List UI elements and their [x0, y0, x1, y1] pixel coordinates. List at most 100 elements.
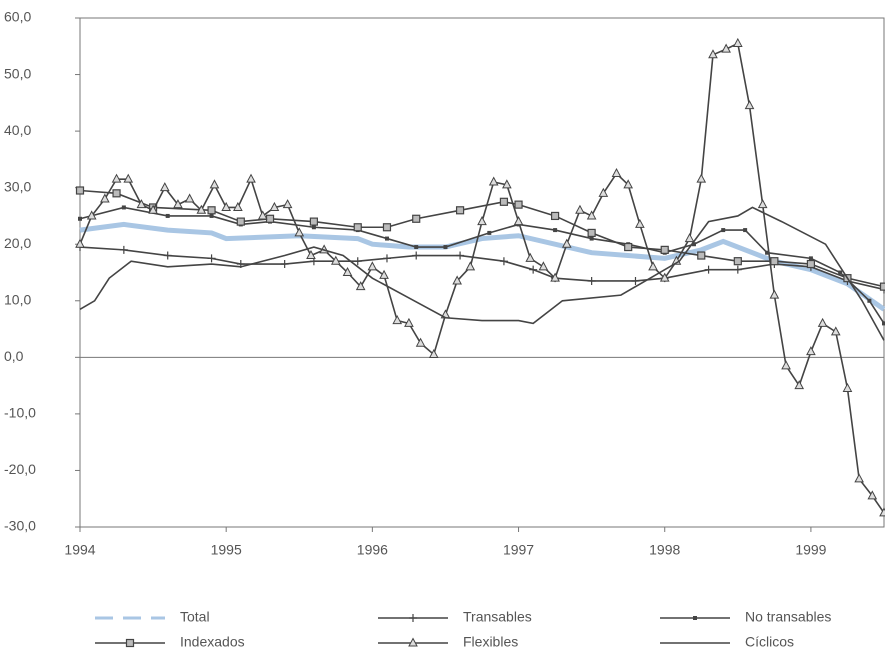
marker [342, 266, 353, 276]
marker [123, 173, 134, 183]
marker [294, 227, 305, 237]
marker [770, 257, 779, 266]
marker [367, 261, 378, 271]
marker [529, 265, 538, 274]
marker [121, 205, 126, 210]
marker [443, 245, 448, 250]
marker [477, 216, 487, 226]
marker [415, 337, 426, 347]
y-tick-label: 10,0 [4, 291, 31, 307]
marker [184, 193, 195, 203]
x-tick-label: 1995 [211, 542, 242, 558]
marker [209, 213, 214, 218]
marker [404, 317, 414, 327]
marker [111, 173, 122, 183]
marker [265, 214, 275, 223]
marker [207, 206, 216, 215]
marker [659, 272, 670, 282]
y-tick-label: 60,0 [4, 9, 31, 25]
marker [743, 228, 748, 233]
marker [842, 382, 853, 392]
marker [353, 257, 362, 266]
marker [455, 206, 465, 215]
y-tick-label: 30,0 [4, 178, 31, 194]
marker [624, 242, 633, 252]
marker [757, 199, 768, 209]
marker [691, 242, 696, 247]
marker [867, 298, 872, 303]
y-tick-label: -20,0 [4, 461, 36, 477]
series-line [79, 42, 885, 514]
marker [879, 282, 885, 291]
marker [86, 210, 97, 220]
marker [854, 473, 864, 483]
marker [684, 233, 695, 243]
marker [269, 201, 280, 211]
marker [412, 251, 421, 260]
marker [173, 199, 183, 209]
marker [165, 213, 170, 218]
legend-label: Total [180, 609, 210, 625]
marker [708, 49, 718, 59]
marker [623, 179, 634, 189]
marker [704, 265, 713, 274]
marker [196, 204, 207, 214]
marker [806, 346, 816, 356]
y-tick-label: 20,0 [4, 235, 31, 251]
marker [330, 255, 341, 265]
y-tick-label: 0,0 [4, 348, 24, 364]
marker [693, 616, 697, 620]
marker [414, 245, 419, 250]
marker [781, 360, 791, 370]
marker [236, 217, 245, 226]
plot-frame [79, 17, 885, 528]
marker [660, 245, 669, 254]
marker [207, 254, 216, 263]
marker [830, 326, 841, 336]
marker [744, 100, 755, 110]
legend-label: Cíclicos [745, 634, 794, 650]
marker [75, 238, 85, 248]
marker [598, 187, 609, 197]
x-tick-label: 1996 [357, 542, 388, 558]
marker [499, 257, 508, 266]
marker [631, 276, 640, 285]
marker [635, 218, 645, 228]
marker [487, 230, 492, 235]
marker [78, 216, 82, 221]
marker [125, 638, 135, 648]
marker [514, 200, 523, 209]
marker [384, 236, 389, 241]
x-tick-label: 1994 [64, 542, 95, 558]
legend-label: Transables [463, 609, 532, 625]
marker [765, 250, 770, 255]
marker [488, 176, 499, 186]
marker [119, 245, 128, 254]
marker [311, 225, 316, 230]
marker [221, 201, 232, 211]
marker [382, 223, 392, 232]
marker [392, 315, 403, 325]
series-line [79, 221, 885, 312]
marker [353, 223, 362, 232]
marker [867, 490, 878, 500]
marker [159, 182, 170, 192]
marker [163, 251, 172, 260]
marker [721, 228, 726, 233]
marker [148, 204, 158, 214]
marker [648, 261, 658, 271]
marker [838, 270, 843, 275]
marker [309, 217, 318, 226]
marker [306, 249, 316, 260]
marker [587, 276, 596, 285]
marker [112, 189, 121, 198]
marker [408, 637, 418, 647]
marker [233, 201, 243, 211]
marker [452, 275, 462, 285]
marker [513, 216, 524, 226]
marker [561, 238, 572, 248]
y-tick-label: -30,0 [4, 518, 36, 534]
marker [882, 321, 885, 326]
marker [409, 614, 417, 622]
